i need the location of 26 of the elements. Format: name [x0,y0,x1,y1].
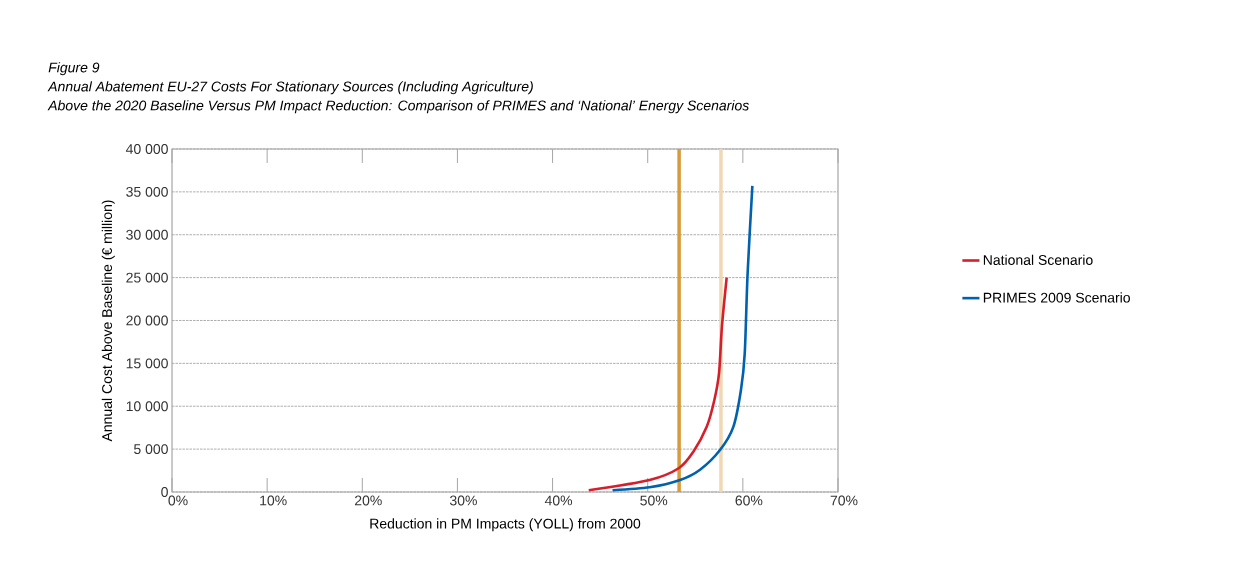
y-axis-title: Annual Cost Above Baseline (€ million) [101,200,115,442]
x-tick-label: 30% [449,495,477,506]
x-tick-label: 60% [735,495,763,506]
x-tick-label: 20% [354,495,382,506]
y-tick-label: 15 000 [126,358,168,369]
line-series [587,276,728,492]
y-tick-label: 20 000 [126,315,168,326]
y-tick-label: 40 000 [125,144,168,154]
chart-subtitle: Above the 2020 Baseline Versus PM Impact Reduction: Comparison of PRIMES and ‘National’ Energy Scenarios [47,100,749,114]
x-tick-label: 50% [640,495,668,506]
x-tick-label: 40% [544,495,573,506]
y-tick-label: 5 000 [134,444,168,455]
legend-label: National Scenario [983,254,1093,265]
x-tick-label: 70% [830,495,858,506]
y-tick-label: 30 000 [126,229,168,240]
line-series [611,184,754,492]
y-tick-label: 10 000 [126,401,168,412]
caption: Figure 9 [48,62,100,76]
x-axis-title: Reduction in PM Impacts (YOLL) from 2000 [370,518,641,532]
y-tick-label: 0 [161,487,168,497]
legend-label: PRIMES 2009 Scenario [983,292,1130,303]
y-tick-label: 25 000 [126,272,168,283]
y-tick-label: 35 000 [126,186,168,197]
x-tick-label: 0% [168,495,188,506]
chart-title: Annual Abatement EU-27 Costs For Stationary Sources (Including Agriculture) [47,81,533,95]
x-tick-label: 10% [260,495,287,506]
